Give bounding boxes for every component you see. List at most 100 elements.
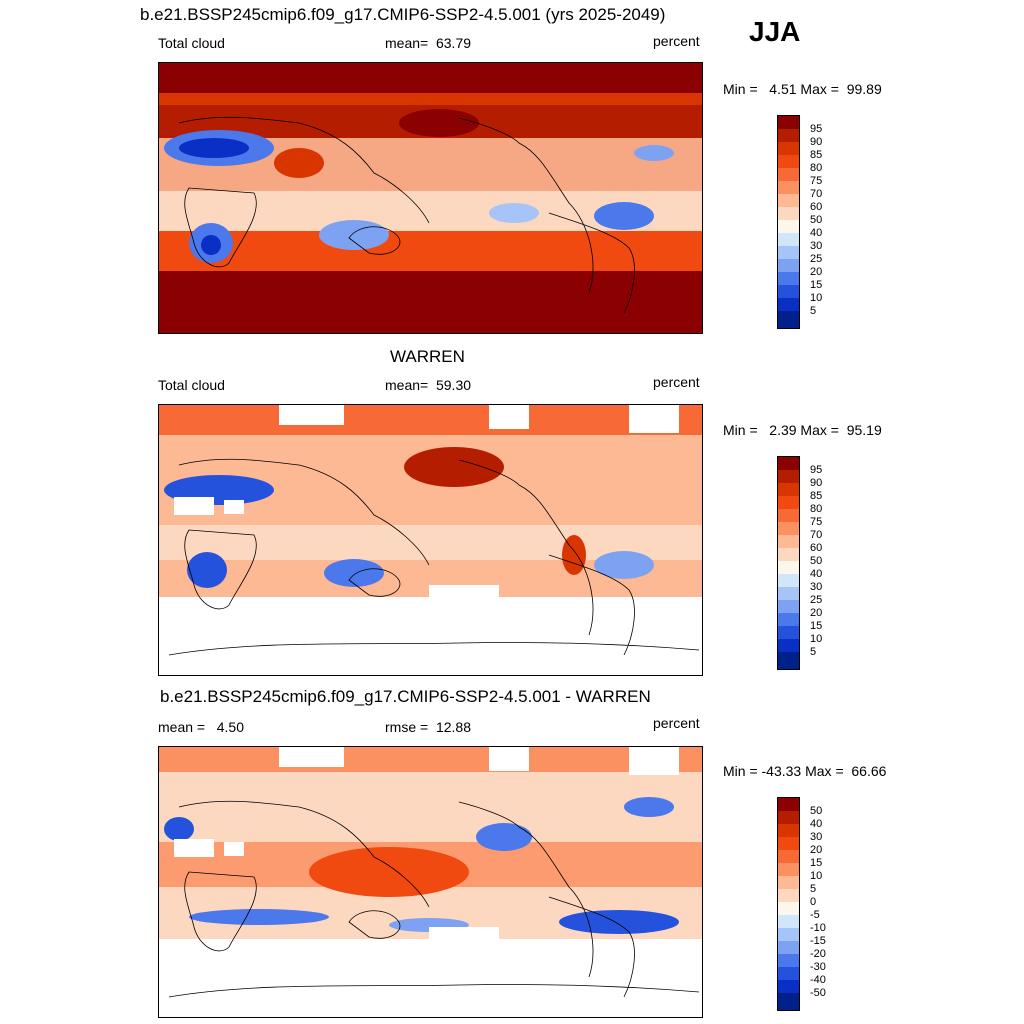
panel-3-colorbar-tick: -5	[810, 909, 820, 921]
panel-1-colorbar-swatch	[778, 285, 799, 299]
panel-2-colorbar-swatch	[778, 509, 799, 523]
panel-1-minmax-label: Min = 4.51 Max = 99.89	[723, 81, 882, 97]
panel-2-colorbar-swatch	[778, 626, 799, 640]
panel-2-colorbar-tick: 40	[810, 568, 823, 580]
panel-3-colorbar-swatch	[778, 798, 799, 812]
panel-2-colorbar-swatch	[778, 470, 799, 484]
panel-1-left-label: Total cloud	[158, 35, 225, 51]
panel-2-units-label: percent	[653, 374, 700, 390]
panel-2-colorbar-swatch	[778, 574, 799, 588]
panel-3-colorbar-swatch	[778, 993, 799, 1010]
panel-2-colorbar-tick: 90	[810, 477, 823, 489]
panel-3-colorbar-tick: 30	[810, 831, 823, 843]
panel-2-map	[158, 404, 703, 676]
panel-3-colorbar-swatch	[778, 980, 799, 994]
panel-3-colorbar-tick: -50	[810, 987, 826, 999]
panel-1-map	[158, 62, 703, 334]
panel-2-colorbar-tick: 25	[810, 594, 823, 606]
panel-3-colorbar-swatch	[778, 902, 799, 916]
panel-3-colorbar-swatch	[778, 889, 799, 903]
panel-1-colorbar-swatch	[778, 246, 799, 260]
panel-1-colorbar-swatch	[778, 194, 799, 208]
panel-3-colorbar-swatch	[778, 850, 799, 864]
panel-2-colorbar-swatch	[778, 496, 799, 510]
panel-3-colorbar-tick: 0	[810, 896, 817, 908]
panel-2-colorbar-tick: 50	[810, 555, 823, 567]
panel-3-colorbar-tick: -10	[810, 922, 826, 934]
panel-1-colorbar	[777, 115, 800, 329]
panel-1-colorbar-tick: 40	[810, 227, 823, 239]
panel-2-colorbar-swatch	[778, 548, 799, 562]
panel-1-title: b.e21.BSSP245cmip6.f09_g17.CMIP6-SSP2-4.…	[140, 5, 666, 24]
panel-3-colorbar-swatch	[778, 954, 799, 968]
panel-3-colorbar-tick: 20	[810, 844, 823, 856]
panel-1-colorbar-tick: 30	[810, 240, 823, 252]
panel-2-colorbar	[777, 456, 800, 670]
panel-2-colorbar-tick: 70	[810, 529, 823, 541]
panel-2-colorbar-tick: 5	[810, 646, 817, 658]
panel-3-colorbar-swatch	[778, 915, 799, 929]
panel-3-colorbar-swatch	[778, 967, 799, 981]
panel-1-colorbar-swatch	[778, 272, 799, 286]
panel-3-colorbar-tick: 50	[810, 805, 823, 817]
panel-3-title: b.e21.BSSP245cmip6.f09_g17.CMIP6-SSP2-4.…	[160, 687, 651, 706]
panel-3-colorbar-tick: -20	[810, 948, 826, 960]
panel-3-rmse-label: rmse = 12.88	[385, 719, 471, 735]
panel-3-minmax-label: Min = -43.33 Max = 66.66	[723, 763, 887, 779]
panel-3-colorbar-tick: 5	[810, 883, 817, 895]
panel-2-colorbar-swatch	[778, 600, 799, 614]
panel-1-colorbar-tick: 80	[810, 162, 823, 174]
panel-2-title: WARREN	[390, 347, 465, 366]
panel-2-colorbar-swatch	[778, 652, 799, 669]
panel-1-colorbar-tick: 85	[810, 149, 823, 161]
panel-2-colorbar-tick: 80	[810, 503, 823, 515]
panel-2-colorbar-tick: 10	[810, 633, 823, 645]
panel-1-units-label: percent	[653, 33, 700, 49]
panel-3-colorbar-tick: -15	[810, 935, 826, 947]
panel-3-colorbar-tick: 15	[810, 857, 823, 869]
panel-2-colorbar-swatch	[778, 522, 799, 536]
panel-3-units-label: percent	[653, 715, 700, 731]
panel-1-colorbar-swatch	[778, 168, 799, 182]
panel-1-colorbar-swatch	[778, 116, 799, 130]
panel-1-colorbar-tick: 20	[810, 266, 823, 278]
panel-1-colorbar-swatch	[778, 129, 799, 143]
panel-3-colorbar-tick: -40	[810, 974, 826, 986]
panel-2-colorbar-tick: 15	[810, 620, 823, 632]
panel-2-colorbar-tick: 20	[810, 607, 823, 619]
season-label: JJA	[749, 16, 801, 47]
panel-2-minmax-label: Min = 2.39 Max = 95.19	[723, 422, 882, 438]
panel-1-colorbar-swatch	[778, 233, 799, 247]
panel-1-colorbar-swatch	[778, 181, 799, 195]
panel-1-colorbar-tick: 90	[810, 136, 823, 148]
panel-1-colorbar-tick: 50	[810, 214, 823, 226]
panel-2-left-label: Total cloud	[158, 377, 225, 393]
panel-3-colorbar-swatch	[778, 941, 799, 955]
panel-1-colorbar-tick: 5	[810, 305, 817, 317]
panel-2-colorbar-swatch	[778, 639, 799, 653]
panel-1-colorbar-tick: 10	[810, 292, 823, 304]
panel-3-colorbar-tick: -30	[810, 961, 826, 973]
panel-2-colorbar-tick: 95	[810, 464, 823, 476]
panel-2-colorbar-tick: 30	[810, 581, 823, 593]
panel-1-mean-label: mean= 63.79	[385, 35, 472, 51]
panel-1-colorbar-tick: 15	[810, 279, 823, 291]
panel-1-colorbar-swatch	[778, 220, 799, 234]
panel-2-colorbar-swatch	[778, 587, 799, 601]
panel-2-colorbar-swatch	[778, 561, 799, 575]
panel-2-colorbar-tick: 60	[810, 542, 823, 554]
panel-1-colorbar-tick: 75	[810, 175, 823, 187]
panel-2-colorbar-tick: 85	[810, 490, 823, 502]
panel-3-colorbar-swatch	[778, 824, 799, 838]
panel-3-colorbar-tick: 10	[810, 870, 823, 882]
panel-1-colorbar-swatch	[778, 311, 799, 328]
panel-1-colorbar-tick: 60	[810, 201, 823, 213]
panel-3-colorbar-swatch	[778, 837, 799, 851]
panel-1-colorbar-tick: 95	[810, 123, 823, 135]
panel-3-colorbar-swatch	[778, 928, 799, 942]
panel-1-colorbar-swatch	[778, 142, 799, 156]
panel-3-mean-label: mean = 4.50	[158, 719, 245, 735]
panel-3-colorbar	[777, 797, 800, 1011]
panel-2-colorbar-swatch	[778, 457, 799, 471]
panel-3-colorbar-swatch	[778, 863, 799, 877]
